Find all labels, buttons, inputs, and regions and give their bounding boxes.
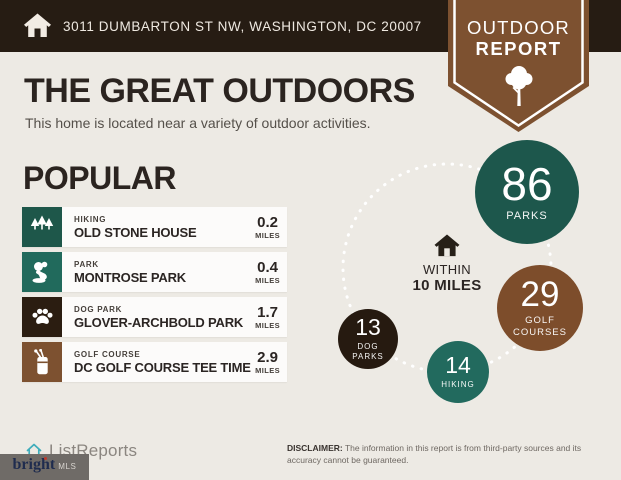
radius-center: WITHIN 10 MILES — [397, 234, 497, 294]
item-category: HIKING — [74, 214, 107, 224]
within-label: WITHIN — [422, 262, 471, 277]
stat-label: PARKS — [506, 209, 548, 222]
property-address: 3011 DUMBARTON ST NW, WASHINGTON, DC 200… — [63, 18, 422, 34]
item-name: OLD STONE HOUSE — [74, 224, 197, 240]
stat-label: DOG PARKS — [352, 342, 384, 361]
stat-bubble-golf-courses: 29 GOLF COURSES — [497, 265, 583, 351]
item-distance: 0.4 MILES — [255, 258, 280, 285]
stat-label: HIKING — [441, 380, 475, 389]
bright-mls-wordmark: bright — [12, 456, 56, 473]
disclaimer-text: The information in this report is from t… — [287, 443, 582, 465]
page-subtitle: This home is located near a variety of o… — [25, 115, 371, 131]
list-item-park: PARK MONTROSE PARK 0.4 MILES — [22, 252, 287, 292]
paw-icon — [22, 297, 62, 337]
home-icon — [24, 13, 51, 37]
outdoor-report-badge: OUTDOOR REPORT — [448, 0, 589, 132]
item-distance: 1.7 MILES — [255, 303, 280, 330]
stat-value: 13 — [355, 314, 381, 340]
item-distance: 0.2 MILES — [255, 213, 280, 240]
item-name: MONTROSE PARK — [74, 269, 186, 285]
item-category: GOLF COURSE — [74, 349, 141, 359]
park-tree-icon — [22, 252, 62, 292]
item-category: DOG PARK — [74, 304, 123, 314]
stat-label: GOLF COURSES — [513, 315, 567, 338]
page-title: THE GREAT OUTDOORS — [24, 72, 415, 110]
list-item-dog-park: DOG PARK GLOVER-ARCHBOLD PARK 1.7 MILES — [22, 297, 287, 337]
stat-bubble-dog-parks: 13 DOG PARKS — [338, 309, 398, 369]
bright-mls-logo: bright MLS — [0, 454, 89, 480]
stat-bubble-hiking: 14 HIKING — [427, 341, 489, 403]
golf-bag-icon — [22, 342, 62, 382]
item-name: DC GOLF COURSE TEE TIME — [74, 359, 251, 375]
popular-list: HIKING OLD STONE HOUSE 0.2 MILES PARK MO… — [22, 207, 287, 387]
disclaimer-label: DISCLAIMER: — [287, 443, 343, 453]
bright-mls-suffix: MLS — [58, 462, 77, 471]
pine-trees-icon — [22, 207, 62, 247]
stat-value: 86 — [501, 157, 553, 210]
tree-icon — [505, 66, 532, 106]
item-distance: 2.9 MILES — [255, 348, 280, 375]
popular-heading: POPULAR — [23, 160, 176, 196]
badge-line1: OUTDOOR — [467, 17, 570, 38]
item-category: PARK — [74, 259, 99, 269]
badge-line2: REPORT — [475, 38, 562, 59]
bright-mls-red-dot — [44, 457, 48, 460]
item-name: GLOVER-ARCHBOLD PARK — [74, 314, 244, 330]
home-icon — [434, 234, 460, 257]
list-item-golf-course: GOLF COURSE DC GOLF COURSE TEE TIME 2.9 … — [22, 342, 287, 382]
radius-distance: 10 MILES — [412, 277, 482, 294]
disclaimer: DISCLAIMER: The information in this repo… — [287, 443, 592, 467]
list-item-hiking: HIKING OLD STONE HOUSE 0.2 MILES — [22, 207, 287, 247]
stat-bubble-parks: 86 PARKS — [475, 140, 579, 244]
stat-value: 14 — [445, 352, 471, 378]
stat-value: 29 — [520, 275, 560, 315]
